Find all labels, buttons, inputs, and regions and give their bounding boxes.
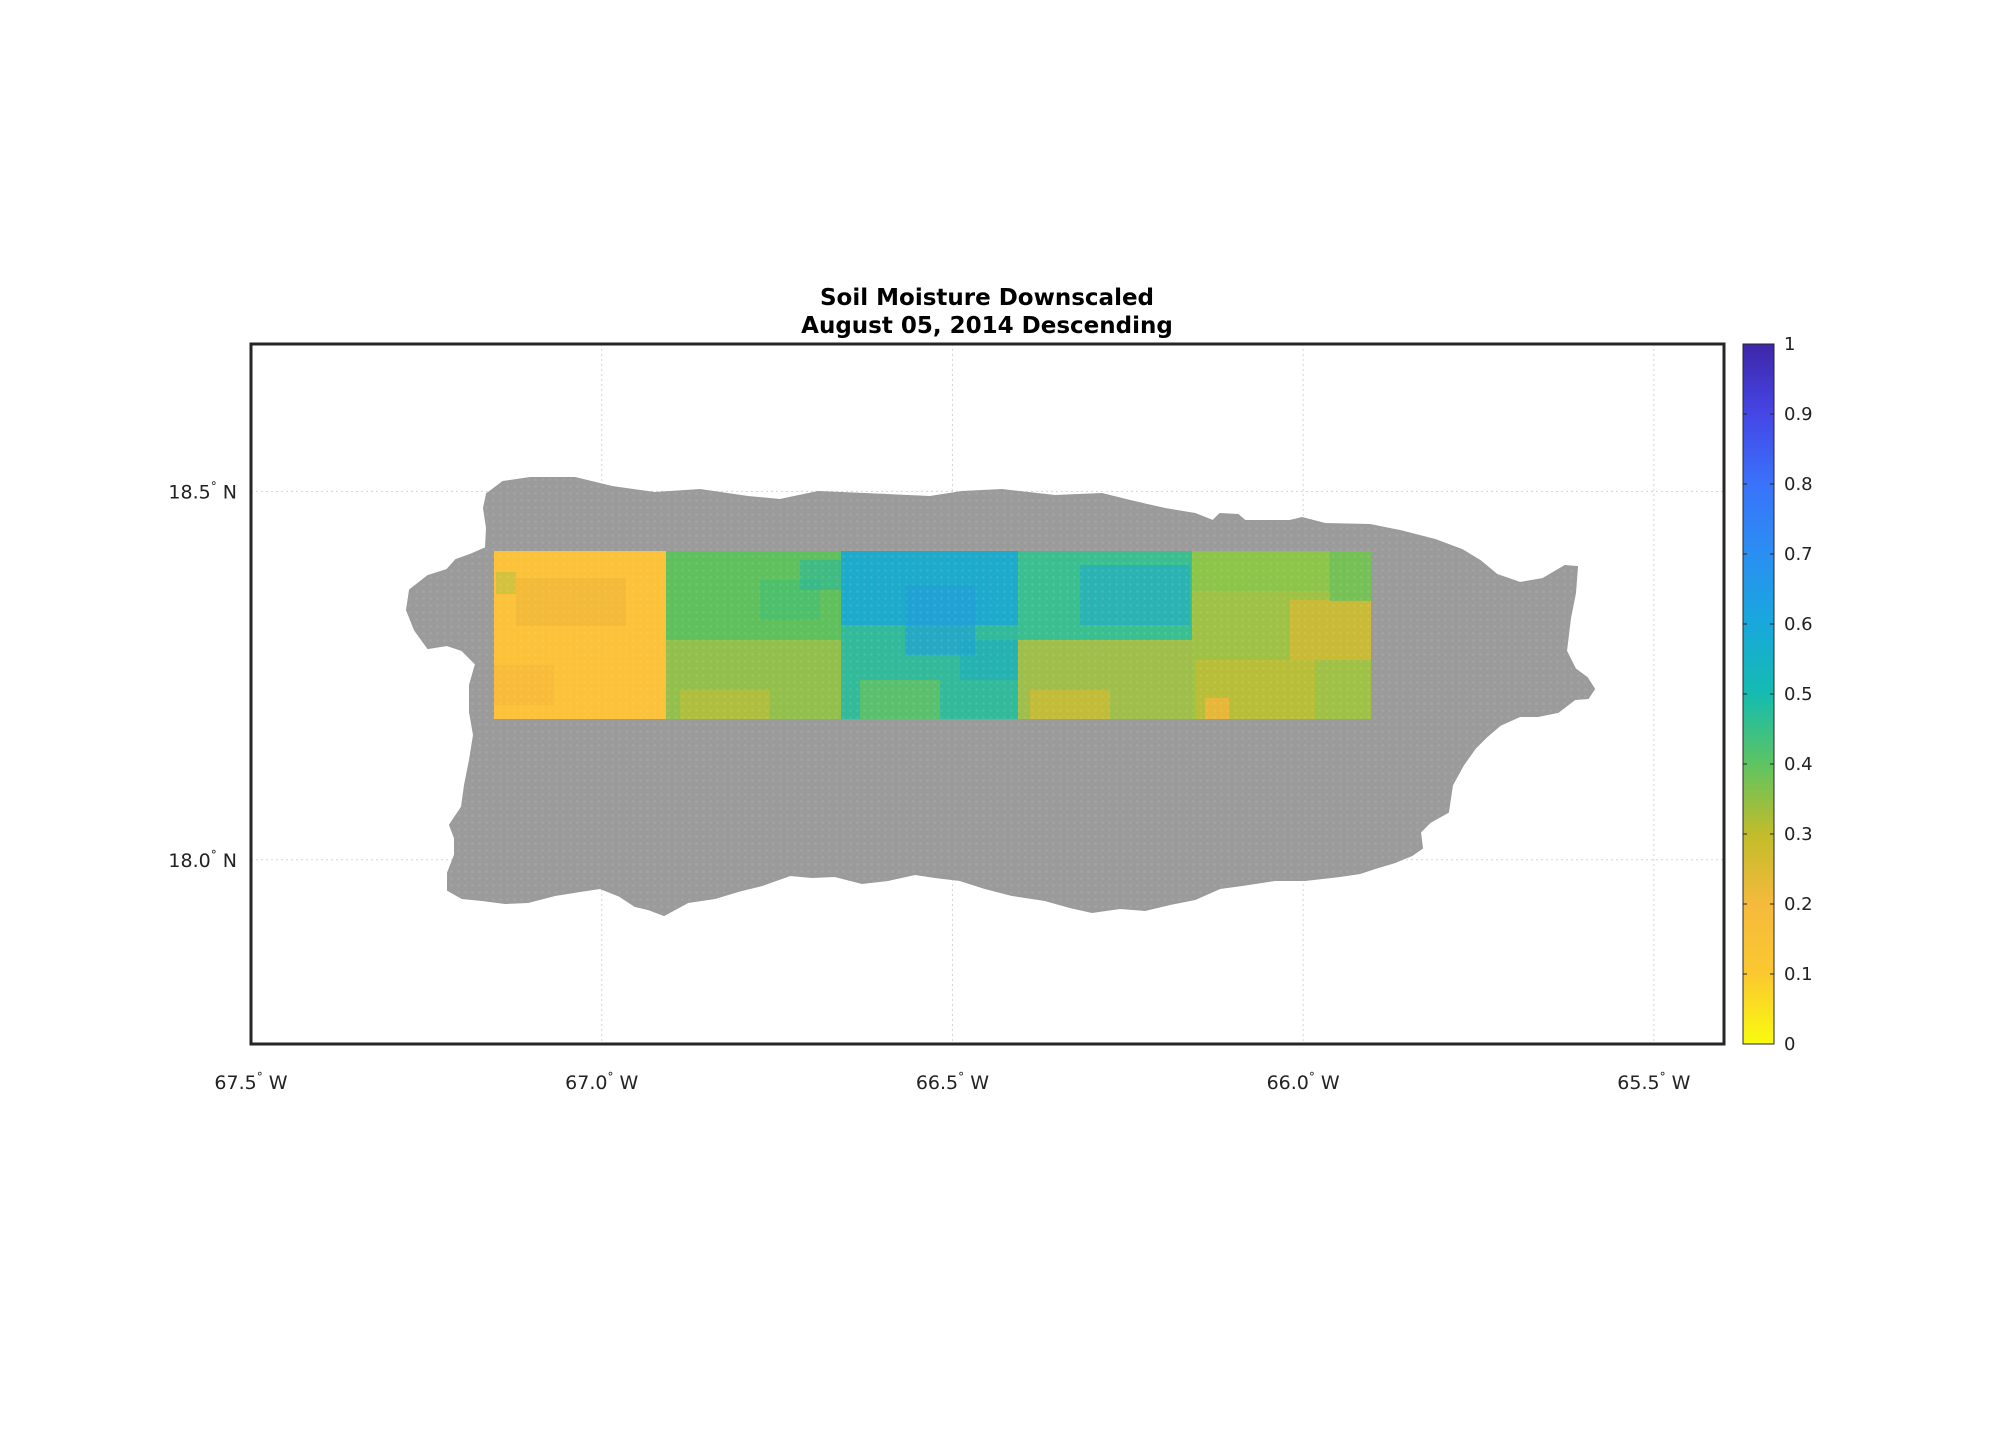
lat-tick-label-1: 18.0° N [168, 848, 237, 872]
latitude-tick-labels: 18.5° N 18.0° N [168, 479, 237, 871]
title-line-2: August 05, 2014 Descending [801, 313, 1173, 339]
lon-tick-label-1: 67.0° W [565, 1070, 638, 1094]
colorbar-tick-label-5: 0.5 [1784, 684, 1813, 705]
colorbar-tick-label-2: 0.2 [1784, 894, 1813, 915]
colorbar-tick-label-3: 0.3 [1784, 824, 1813, 845]
tile-pixel-texture [494, 551, 1371, 719]
colorbar-gradient [1742, 343, 1775, 1045]
colorbar-tick-label-1: 0.1 [1784, 964, 1813, 985]
colorbar-tick-label-10: 1 [1784, 334, 1795, 355]
title-line-1: Soil Moisture Downscaled [820, 285, 1154, 311]
colorbar-tick-label-7: 0.7 [1784, 544, 1813, 565]
map-axes [249, 342, 1726, 1046]
lon-tick-label-2: 66.5° W [916, 1070, 989, 1094]
colorbar-tick-label-9: 0.9 [1784, 404, 1813, 425]
lon-tick-label-4: 65.5° W [1617, 1070, 1690, 1094]
colorbar-tick-label-8: 0.8 [1784, 474, 1813, 495]
colorbar-tick-label-0: 0 [1784, 1034, 1795, 1055]
colorbar-tick-label-4: 0.4 [1784, 754, 1813, 775]
colorbar-tick-label-6: 0.6 [1784, 614, 1813, 635]
soil-moisture-tiles [494, 551, 1371, 719]
axes-frame [249, 342, 1726, 1046]
lon-tick-label-0: 67.5° W [214, 1070, 287, 1094]
colorbar-ticks: 0 0.1 0.2 0.3 0.4 0.5 0.6 0.7 0.8 0.9 1 [1743, 334, 1813, 1055]
lat-tick-label-0: 18.5° N [168, 479, 237, 503]
colorbar: 0 0.1 0.2 0.3 0.4 0.5 0.6 0.7 0.8 0.9 1 [1742, 334, 1813, 1055]
lon-tick-label-3: 66.0° W [1267, 1070, 1340, 1094]
longitude-tick-labels: 67.5° W 67.0° W 66.5° W 66.0° W 65.5° W [214, 1070, 1690, 1094]
